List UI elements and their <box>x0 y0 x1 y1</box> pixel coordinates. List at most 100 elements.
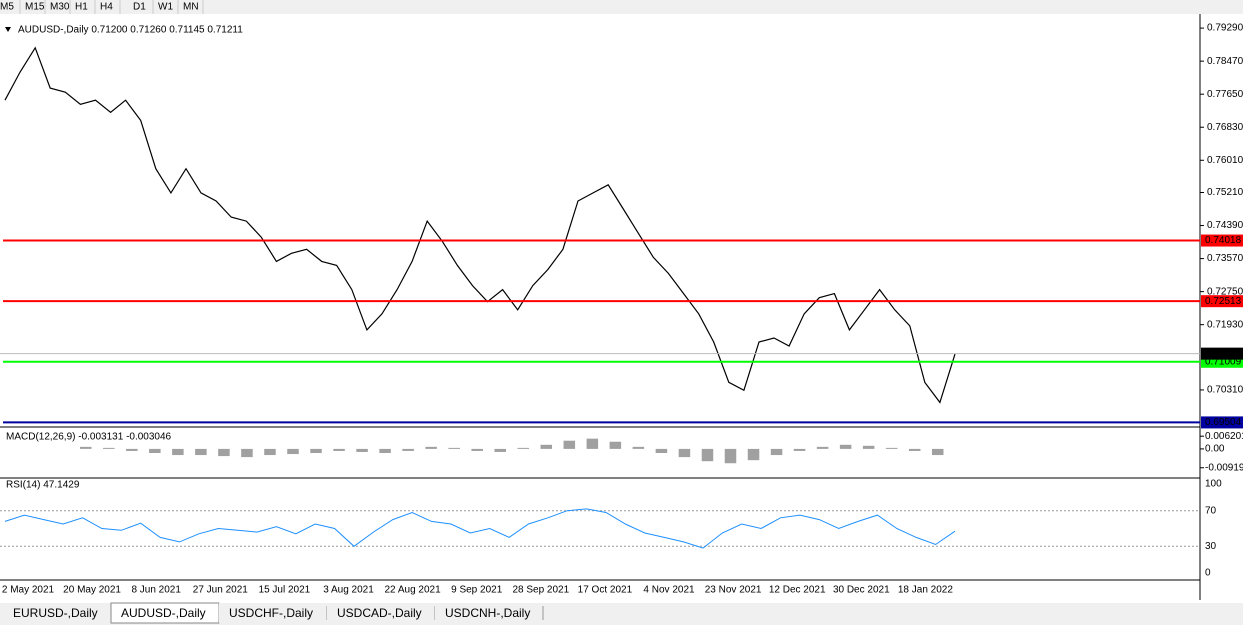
tab[interactable] <box>327 603 435 623</box>
tab-label[interactable]: AUDUSD-,Daily <box>121 606 206 620</box>
macd-bar <box>747 448 760 461</box>
current-price-label: 0.71211 <box>1205 348 1241 359</box>
macd-bar <box>218 448 230 457</box>
x-tick-label: 27 Jun 2021 <box>193 585 248 596</box>
y-tick-label: 0.74390 <box>1207 220 1243 231</box>
macd-bar <box>172 448 184 456</box>
rsi-title: RSI(14) 47.1429 <box>6 480 80 491</box>
macd-bar <box>540 444 553 449</box>
x-tick-label: 22 Aug 2021 <box>385 585 442 596</box>
level-label: 0.71009 <box>1205 356 1242 367</box>
macd-bar <box>678 448 691 458</box>
x-tick-label: 30 Dec 2021 <box>833 585 890 596</box>
timeframe-button[interactable]: M5 <box>0 2 14 13</box>
y-tick-label: 0 <box>1205 568 1211 579</box>
timeframe-button[interactable]: W1 <box>158 2 173 13</box>
current-price-bg <box>1201 347 1243 360</box>
macd-bar <box>103 447 115 449</box>
x-tick-label: 2 May 2021 <box>2 585 55 596</box>
macd-bar <box>793 448 806 451</box>
symbol-info: AUDUSD-,Daily 0.71200 0.71260 0.71145 0.… <box>18 25 243 36</box>
toolbar <box>0 0 1243 14</box>
macd-bar <box>333 448 345 451</box>
y-tick-label: 0.72750 <box>1207 286 1243 297</box>
y-tick-label: 0.75210 <box>1207 187 1243 198</box>
macd-bar <box>586 438 599 449</box>
timeframe-button[interactable]: MN <box>183 2 199 13</box>
macd-bar <box>816 446 829 449</box>
timeframe-button[interactable]: M30 <box>50 2 70 13</box>
y-tick-label: 70 <box>1205 505 1217 516</box>
tab-label[interactable]: EURUSD-,Daily <box>13 606 98 620</box>
macd-bar <box>195 448 207 456</box>
macd-bar <box>287 448 299 455</box>
macd-bar <box>471 448 483 451</box>
y-tick-label: 0.00 <box>1205 444 1225 455</box>
macd-bar <box>448 447 460 449</box>
macd-bar <box>494 448 506 452</box>
tab[interactable] <box>3 603 111 623</box>
level-label-bg <box>1201 416 1243 429</box>
x-tick-label: 28 Sep 2021 <box>512 585 569 596</box>
tab-label[interactable]: USDCHF-,Daily <box>229 606 313 620</box>
macd-bar <box>885 447 898 449</box>
macd-bar <box>310 448 322 453</box>
macd-bar <box>402 448 414 451</box>
macd-bar <box>264 448 276 456</box>
timeframe-button[interactable]: H1 <box>75 2 88 13</box>
price-line <box>4 46 956 404</box>
level-label-bg <box>1201 234 1243 247</box>
macd-bar <box>517 447 530 449</box>
macd-bar <box>379 448 391 453</box>
y-tick-label: 0.78470 <box>1207 56 1243 67</box>
x-tick-label: 9 Sep 2021 <box>451 585 503 596</box>
tab[interactable] <box>435 603 543 623</box>
macd-title: MACD(12,26,9) -0.003131 -0.003046 <box>6 432 172 443</box>
timeframe-button[interactable]: M15 <box>25 2 45 13</box>
y-tick-label: 0.76830 <box>1207 122 1243 133</box>
y-tick-label: 0.79290 <box>1207 23 1243 34</box>
x-tick-label: 3 Aug 2021 <box>323 585 374 596</box>
macd-bar <box>609 441 622 449</box>
macd-bar <box>425 446 437 449</box>
y-tick-label: -0.009197 <box>1205 462 1243 473</box>
tab-label[interactable]: USDCNH-,Daily <box>445 606 530 620</box>
y-tick-label: 0.006201 <box>1205 431 1243 442</box>
x-tick-label: 18 Jan 2022 <box>898 585 953 596</box>
x-tick-label: 15 Jul 2021 <box>259 585 311 596</box>
macd-bar <box>632 446 645 449</box>
y-tick-label: 30 <box>1205 541 1217 552</box>
dropdown-icon[interactable] <box>5 27 11 32</box>
x-tick-label: 23 Nov 2021 <box>705 585 762 596</box>
macd-bar <box>655 448 668 453</box>
y-tick-label: 0.77650 <box>1207 89 1243 100</box>
macd-bar <box>563 440 576 449</box>
y-tick-label: 100 <box>1205 479 1222 490</box>
macd-bar <box>241 448 253 458</box>
level-label: 0.74018 <box>1205 235 1242 246</box>
level-label: 0.69504 <box>1205 417 1242 428</box>
y-tick-label: 0.76010 <box>1207 155 1243 166</box>
rsi-line <box>4 508 956 549</box>
macd-bar <box>149 448 161 453</box>
y-tick-label: 0.73570 <box>1207 253 1243 264</box>
y-tick-label: 0.70310 <box>1207 385 1243 396</box>
x-tick-label: 4 Nov 2021 <box>643 585 695 596</box>
macd-bar <box>724 448 737 464</box>
tab[interactable] <box>219 603 327 623</box>
macd-bar <box>80 446 92 449</box>
timeframe-button[interactable]: H4 <box>100 2 113 13</box>
macd-bar <box>126 448 138 451</box>
level-label: 0.72513 <box>1205 296 1242 307</box>
macd-bar <box>908 448 921 451</box>
macd-bar <box>839 444 852 449</box>
macd-bar <box>701 448 714 462</box>
level-label-bg <box>1201 295 1243 308</box>
timeframe-button[interactable]: D1 <box>133 2 146 13</box>
tab-label[interactable]: USDCAD-,Daily <box>337 606 422 620</box>
macd-bar <box>356 448 368 452</box>
x-tick-label: 20 May 2021 <box>63 585 121 596</box>
macd-bar <box>770 448 783 456</box>
x-tick-label: 12 Dec 2021 <box>769 585 826 596</box>
